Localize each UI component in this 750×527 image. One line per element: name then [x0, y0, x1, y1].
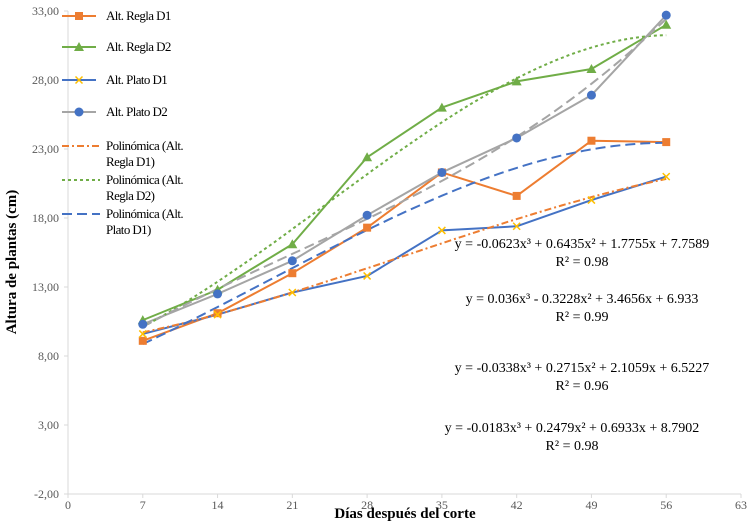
- data-point-s1-4: [436, 102, 447, 112]
- legend-item-4: Polinómica (Alt.Regla D1): [62, 138, 184, 169]
- equation-text: y = 0.036x³ - 0.3228x² + 3.4656x + 6.933: [466, 292, 699, 307]
- equation-text: y = -0.0338x³ + 0.2715x² + 2.1059x + 6.5…: [455, 361, 710, 376]
- data-point-s3-0: [138, 319, 148, 329]
- data-point-s2-0: [138, 329, 147, 338]
- x-tick-label: 7: [140, 498, 146, 512]
- data-point-s0-2: [288, 269, 297, 278]
- x-tick-label: 0: [65, 498, 71, 512]
- legend-label: Polinómica (Alt.: [106, 206, 183, 221]
- trendline-3: [142, 18, 667, 328]
- data-point-s2-2: [288, 288, 297, 297]
- series-line-2: [142, 175, 667, 335]
- legend-item-0: Alt. Regla D1: [62, 8, 171, 23]
- data-point-s3-3: [362, 210, 372, 220]
- equation-text: y = -0.0623x³ + 0.6435x² + 1.7755x + 7.7…: [455, 237, 710, 252]
- y-tick-label: 33,00: [32, 4, 59, 18]
- data-point-s2-7: [662, 172, 671, 181]
- equation-block-0: y = -0.0183x³ + 0.2479x² + 0.6933x + 8.7…: [445, 421, 700, 454]
- data-point-s2-5: [512, 222, 521, 231]
- r-squared-text: R² = 0.98: [546, 439, 599, 454]
- trendline-2: [142, 141, 667, 345]
- y-tick-label: 8,00: [38, 349, 59, 363]
- data-point-s2-4: [437, 226, 446, 235]
- x-axis-title: Días después del corte: [334, 506, 476, 522]
- series-line-3: [142, 14, 667, 326]
- x-tick-label: 42: [511, 498, 523, 512]
- data-point-s1-6: [586, 63, 597, 73]
- data-point-s3-7: [661, 10, 671, 20]
- y-axis-title: Altura de plantas (cm): [4, 190, 20, 335]
- marker-layer: [137, 10, 672, 345]
- data-point-s1-7: [661, 19, 672, 29]
- legend-label: Alt. Regla D2: [106, 39, 171, 54]
- legend-swatch-marker: [74, 107, 84, 117]
- equation-block-2: y = -0.0338x³ + 0.2715x² + 2.1059x + 6.5…: [455, 361, 710, 394]
- data-point-s2-6: [587, 196, 596, 205]
- axes: -2,00 3,00 8,00 13,00 18,00 23,00 28,00 33,00 0 7…: [32, 4, 747, 512]
- x-tick-label: 56: [660, 498, 672, 512]
- data-point-s0-7: [662, 138, 671, 147]
- data-point-s1-2: [287, 239, 298, 249]
- r-squared-text: R² = 0.96: [556, 379, 609, 394]
- data-point-s2-3: [363, 271, 372, 280]
- legend-item-3: Alt. Plato D2: [62, 104, 168, 119]
- legend-label: Alt. Plato D2: [106, 104, 167, 119]
- series-line-1: [142, 23, 667, 322]
- data-point-s0-6: [587, 136, 596, 145]
- data-point-s0-5: [512, 191, 521, 200]
- equation-block-1: y = -0.0623x³ + 0.6435x² + 1.7755x + 7.7…: [455, 237, 710, 270]
- legend-label: Regla D2): [106, 188, 155, 203]
- trendline-equations: y = -0.0623x³ + 0.6435x² + 1.7755x + 7.7…: [445, 237, 710, 454]
- data-point-s0-1: [213, 309, 222, 318]
- data-point-s1-5: [511, 76, 522, 86]
- x-tick-label: 49: [585, 498, 597, 512]
- x-tick-label: 63: [735, 498, 747, 512]
- data-point-s3-6: [586, 90, 596, 100]
- legend-label: Regla D1): [106, 154, 155, 169]
- y-tick-label: 3,00: [38, 418, 59, 432]
- legend-swatch-marker: [74, 42, 84, 51]
- trendline-layer: [142, 18, 667, 345]
- trendline-1: [142, 34, 667, 328]
- y-tick-label: -2,00: [34, 487, 59, 501]
- x-tick-label: 21: [286, 498, 298, 512]
- y-tick-label: 28,00: [32, 73, 59, 87]
- legend-swatch-marker: [74, 75, 84, 85]
- data-point-s3-5: [512, 133, 522, 143]
- legend-label: Alt. Plato D1: [106, 72, 167, 87]
- data-point-s3-4: [437, 167, 447, 177]
- data-point-s3-2: [287, 256, 297, 266]
- legend-item-2: Alt. Plato D1: [62, 72, 168, 87]
- trendline-0: [142, 177, 667, 334]
- legend-item-6: Polinómica (Alt.Plato D1): [62, 206, 184, 237]
- equation-text: y = -0.0183x³ + 0.2479x² + 0.6933x + 8.7…: [445, 421, 700, 436]
- data-point-s0-0: [138, 336, 147, 345]
- y-tick-label: 13,00: [32, 280, 59, 294]
- r-squared-text: R² = 0.98: [556, 255, 609, 270]
- equation-block-3: y = 0.036x³ - 0.3228x² + 3.4656x + 6.933…: [466, 292, 699, 325]
- data-point-s2-1: [213, 310, 222, 319]
- x-tick-label: 14: [212, 498, 224, 512]
- x-tick-label: 35: [436, 498, 448, 512]
- x-tick-label: 28: [361, 498, 373, 512]
- y-tick-label: 23,00: [32, 142, 59, 156]
- legend-item-1: Alt. Regla D2: [62, 39, 171, 54]
- legend-label: Plato D1): [106, 222, 151, 237]
- legend: Alt. Regla D1 Alt. Regla D2 Alt. Plato D1 A…: [62, 8, 184, 237]
- r-squared-text: R² = 0.99: [556, 310, 609, 325]
- legend-item-5: Polinómica (Alt.Regla D2): [62, 172, 184, 203]
- data-point-s0-3: [363, 223, 372, 232]
- y-tick-label: 18,00: [32, 211, 59, 225]
- data-point-s3-1: [213, 289, 223, 299]
- legend-label: Polinómica (Alt.: [106, 172, 183, 187]
- legend-swatch-marker: [75, 12, 83, 20]
- legend-label: Alt. Regla D1: [106, 8, 171, 23]
- legend-label: Polinómica (Alt.: [106, 138, 183, 153]
- data-point-s1-3: [362, 152, 373, 162]
